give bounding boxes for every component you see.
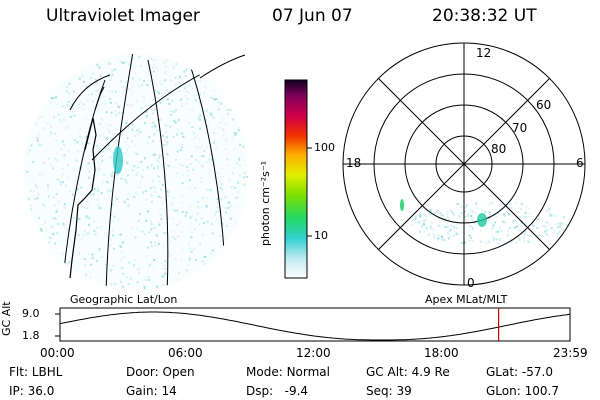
colorbar-unit-label: photon cm⁻²s⁻¹ [259,160,272,246]
lat-label-60: 60 [536,98,552,112]
altitude-xtick: 23:59 [553,346,588,360]
mlt-label-12: 12 [476,46,492,60]
instrument-title: Ultraviolet Imager [46,6,200,26]
aurora-spot [400,199,404,211]
date-label: 07 Jun 07 [272,6,353,26]
mlt-label-18: 18 [346,156,362,170]
status-glat: GLat: -57.0 [486,365,553,379]
mlt-label-0: 0 [467,276,475,290]
status-gc-alt: GC Alt: 4.9 Re [366,365,450,379]
status-ip: IP: 36.0 [9,384,55,398]
status-filter: Flt: LBHL [9,365,63,379]
status-mode: Mode: Normal [246,365,330,379]
altitude-xtick: 12:00 [296,346,331,360]
polar-plot [342,42,586,286]
altitude-xtick: 18:00 [424,346,459,360]
status-dsp: Dsp: -9.4 [246,384,309,398]
status-seq: Seq: 39 [366,384,412,398]
lat-label-80: 80 [491,142,507,156]
polar-panel-label: Apex MLat/MLT [425,293,508,306]
altitude-xtick: 06:00 [168,346,203,360]
colorbar [284,79,308,279]
time-label: 20:38:32 UT [432,6,537,26]
status-door: Door: Open [126,365,195,379]
geo-panel-label: Geographic Lat/Lon [70,293,178,306]
altitude-ytick: 1.8 [22,329,40,342]
aurora-spot [477,213,487,227]
altitude-xtick: 00:00 [40,346,75,360]
geographic-image [24,54,248,290]
status-gain: Gain: 14 [126,384,177,398]
status-glon: GLon: 100.7 [486,384,559,398]
coastline [69,117,97,279]
altitude-ylabel: GC Alt [0,301,13,336]
lat-label-70: 70 [512,121,528,135]
aurora-feature [113,146,123,174]
colorbar-tick-label: 100 [314,141,335,154]
mlt-label-6: 6 [576,156,584,170]
altitude-plot [55,307,571,342]
altitude-ytick: 9.0 [22,307,40,320]
colorbar-tick-label: 10 [314,229,328,242]
